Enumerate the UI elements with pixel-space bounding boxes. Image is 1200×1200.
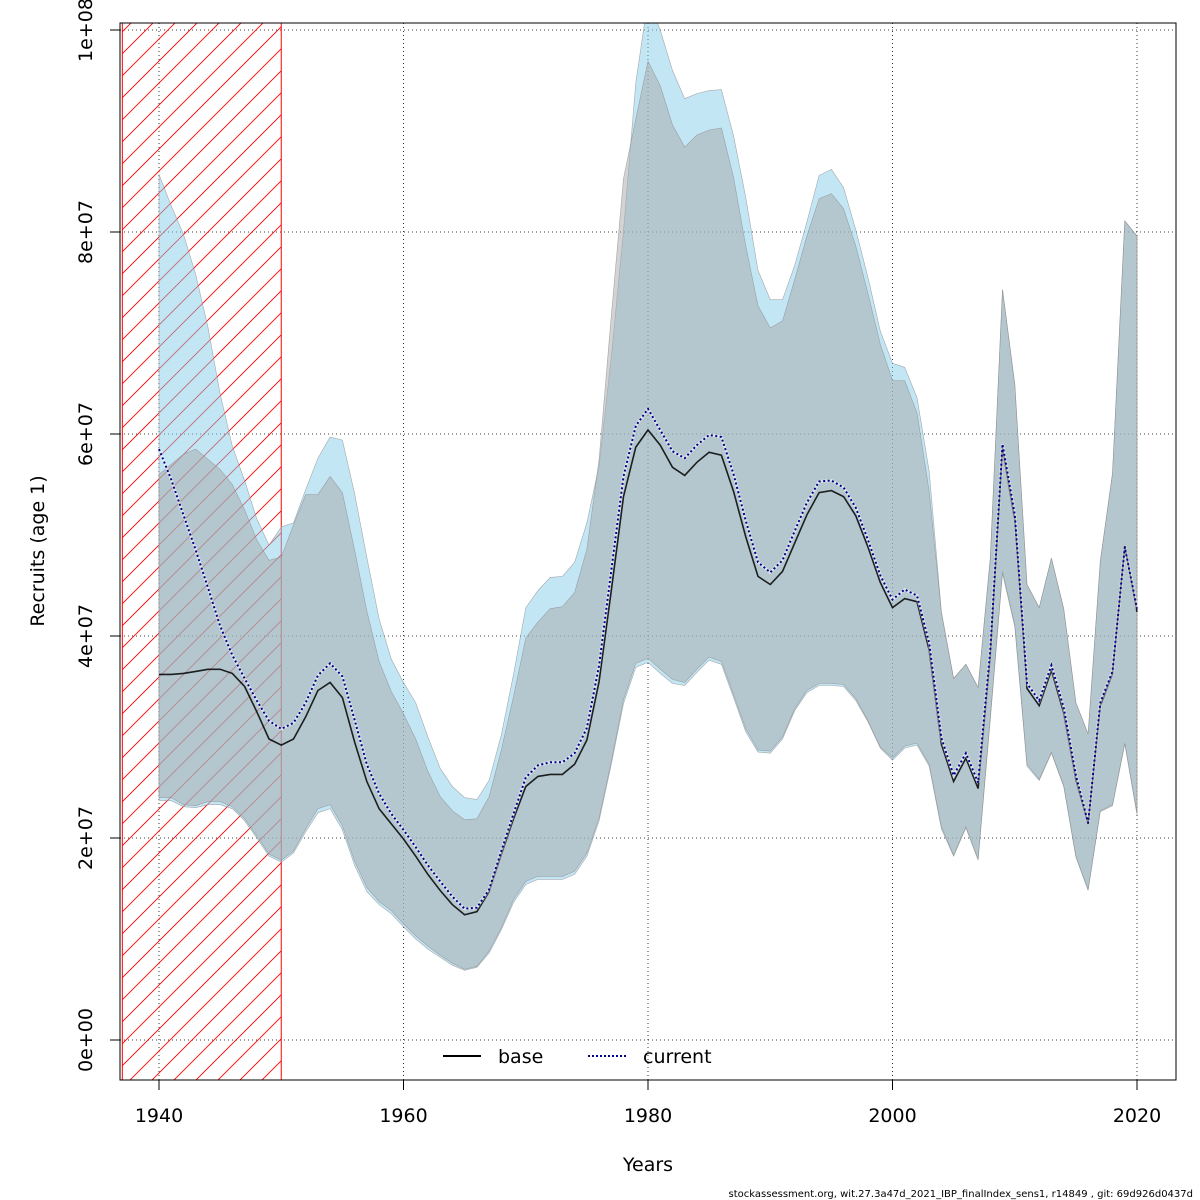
footer-text: stockassessment.org, wit.27.3a47d_2021_I… [729,1189,1193,1200]
x-axis: 1940 1960 1980 2000 2020 [135,1080,1161,1127]
x-tick-label: 1940 [135,1105,183,1127]
y-axis-title: Recruits (age 1) [27,475,49,626]
series-line-current [158,406,1138,910]
y-tick-label: 2e+07 [75,806,97,870]
x-tick-label: 1960 [379,1105,427,1127]
legend-base-label: base [498,1046,543,1068]
x-axis-title: Years [622,1154,673,1176]
x-tick-label: 1980 [624,1105,672,1127]
series-line-base [159,428,1138,916]
x-tick-label: 2000 [868,1105,916,1127]
legend-current-label: current [643,1046,712,1068]
legend: base current [443,1046,712,1068]
y-axis: 0e+00 2e+07 4e+07 6e+07 8e+07 1e+08 [75,0,120,1072]
y-tick-label: 6e+07 [75,402,97,466]
x-tick-label: 2020 [1113,1105,1161,1127]
y-tick-label: 0e+00 [75,1008,97,1072]
y-tick-label: 4e+07 [75,604,97,668]
y-tick-label: 1e+08 [75,0,97,62]
y-tick-label: 8e+07 [75,200,97,264]
confidence-band-base [158,60,1138,970]
